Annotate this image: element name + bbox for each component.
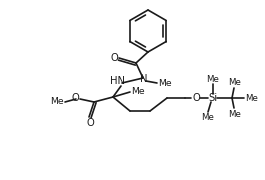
Text: Me: Me	[206, 75, 219, 84]
Text: Me: Me	[131, 87, 145, 96]
Text: O: O	[86, 118, 94, 127]
Text: Me: Me	[229, 109, 241, 118]
Text: O: O	[110, 53, 118, 62]
Text: Me: Me	[158, 78, 172, 87]
Text: Me: Me	[246, 93, 258, 102]
Text: O: O	[192, 93, 200, 103]
Text: Si: Si	[209, 93, 218, 103]
Text: N: N	[140, 74, 148, 84]
Text: HN: HN	[109, 76, 125, 86]
Text: Me: Me	[202, 112, 214, 122]
Text: Me: Me	[229, 78, 241, 87]
Text: O: O	[71, 93, 79, 103]
Text: Me: Me	[50, 96, 64, 105]
